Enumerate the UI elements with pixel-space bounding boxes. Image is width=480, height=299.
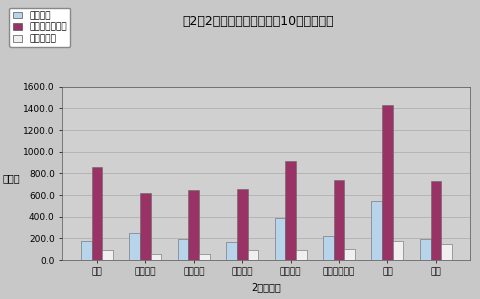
Bar bbox=[334, 180, 344, 260]
Bar bbox=[382, 105, 393, 260]
Bar bbox=[140, 193, 151, 260]
X-axis label: 2次医療圈: 2次医療圈 bbox=[252, 282, 281, 292]
Bar bbox=[92, 167, 102, 260]
Bar bbox=[199, 254, 210, 260]
Bar bbox=[130, 233, 140, 260]
Bar bbox=[285, 161, 296, 260]
Bar bbox=[237, 189, 248, 260]
Bar bbox=[81, 241, 92, 260]
Bar bbox=[323, 236, 334, 260]
Bar bbox=[102, 250, 113, 260]
Bar bbox=[151, 254, 161, 260]
Bar bbox=[275, 218, 285, 260]
Bar bbox=[296, 250, 307, 260]
Bar bbox=[420, 239, 431, 260]
Bar bbox=[226, 242, 237, 260]
Bar bbox=[441, 244, 452, 260]
Bar bbox=[189, 190, 199, 260]
Bar bbox=[393, 241, 403, 260]
Bar bbox=[248, 250, 258, 260]
Bar bbox=[344, 248, 355, 260]
Bar bbox=[178, 239, 189, 260]
Legend: 精神病床, その他の病床数, 一般診療所: 精神病床, その他の病床数, 一般診療所 bbox=[9, 7, 71, 47]
Text: 図2　2次保健医療圏別人口10万対病床数: 図2 2次保健医療圏別人口10万対病床数 bbox=[182, 15, 334, 28]
Bar bbox=[431, 181, 441, 260]
Y-axis label: 病床数: 病床数 bbox=[3, 173, 20, 183]
Bar bbox=[372, 201, 382, 260]
